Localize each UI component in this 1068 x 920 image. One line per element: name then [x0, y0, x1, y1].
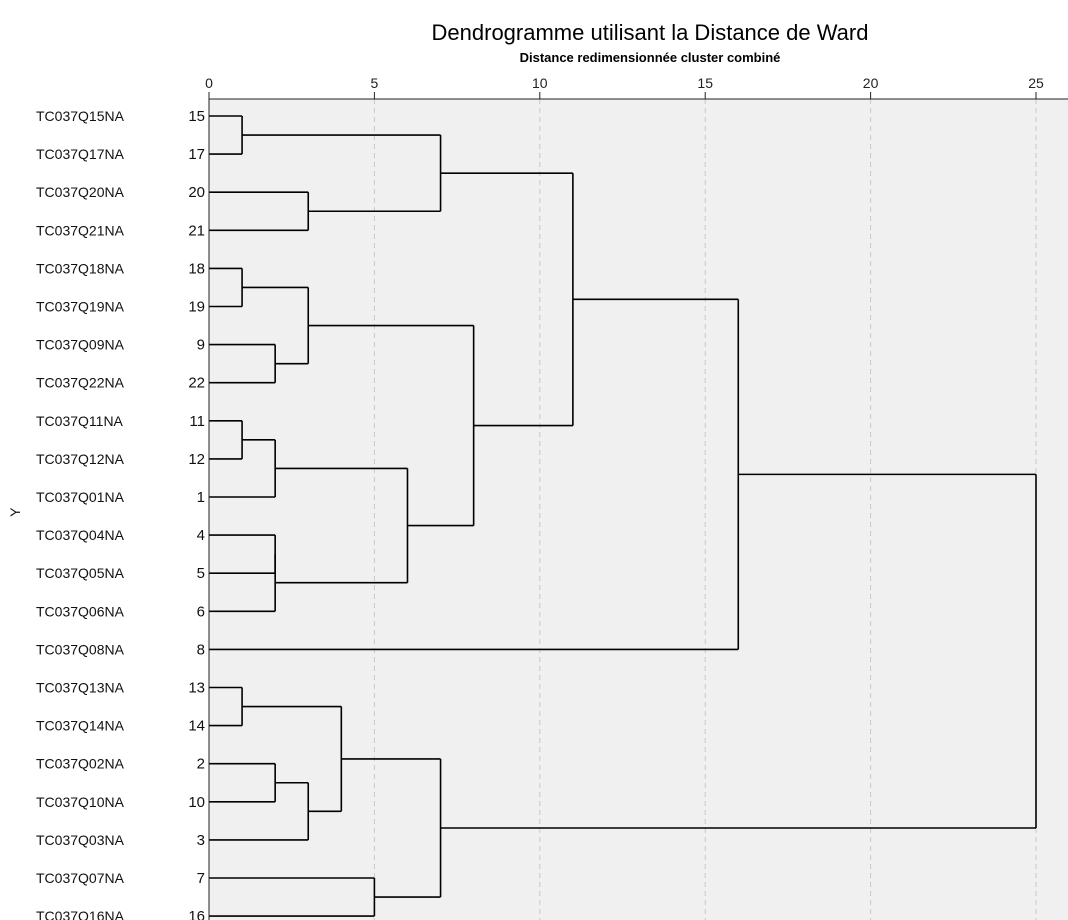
leaf-label: TC037Q14NA: [36, 718, 125, 734]
leaf-label: TC037Q19NA: [36, 299, 125, 315]
leaf-case-number: 3: [197, 832, 205, 849]
leaf-label: TC037Q22NA: [36, 375, 125, 391]
leaf-label: TC037Q05NA: [36, 565, 125, 581]
plot-area: [209, 99, 1068, 920]
leaf-label: TC037Q09NA: [36, 337, 125, 353]
x-axis: 0 5 10 15 20 25: [205, 75, 1068, 920]
x-tick-label: 5: [371, 75, 379, 91]
leaf-label: TC037Q11NA: [36, 413, 124, 429]
leaf-case-number: 2: [197, 756, 205, 773]
leaf-label: TC037Q15NA: [36, 108, 125, 124]
leaf-case-number: 20: [188, 184, 205, 201]
leaf-label: TC037Q16NA: [36, 908, 125, 920]
leaf-label: TC037Q07NA: [36, 870, 125, 886]
chart-title: Dendrogramme utilisant la Distance de Wa…: [432, 20, 869, 45]
chart-subtitle: Distance redimensionnée cluster combiné: [520, 50, 781, 65]
x-tick-label: 20: [863, 75, 879, 91]
leaf-case-number: 1: [197, 489, 205, 506]
x-tick-label: 10: [532, 75, 548, 91]
leaf-label: TC037Q20NA: [36, 184, 125, 200]
leaf-case-number: 14: [188, 718, 205, 735]
leaf-case-number: 16: [188, 908, 205, 920]
leaf-case-number: 10: [188, 794, 205, 811]
leaf-case-number: 5: [197, 565, 205, 582]
leaf-label: TC037Q08NA: [36, 641, 125, 657]
dendrogram-tree: [209, 115, 1037, 917]
leaf-case-number: 11: [189, 413, 205, 430]
leaf-case-number: 8: [197, 641, 205, 658]
leaf-label: TC037Q17NA: [36, 146, 125, 162]
leaf-case-number: 17: [188, 146, 205, 163]
leaf-case-number: 12: [188, 451, 205, 468]
x-tick-label: 0: [205, 75, 213, 91]
leaf-label: TC037Q21NA: [36, 222, 125, 238]
leaf-case-number: 13: [188, 680, 205, 697]
leaf-label: TC037Q10NA: [36, 794, 125, 810]
leaf-label: TC037Q18NA: [36, 260, 125, 276]
leaf-case-number: 7: [197, 870, 205, 887]
y-axis-label: Y: [7, 507, 23, 517]
leaf-case-number: 18: [188, 260, 205, 277]
leaf-case-number: 21: [188, 222, 205, 239]
leaf-case-number: 9: [197, 337, 205, 354]
x-tick-label: 15: [697, 75, 713, 91]
leaf-label: TC037Q02NA: [36, 756, 125, 772]
leaf-label: TC037Q13NA: [36, 680, 125, 696]
leaf-case-number: 15: [188, 108, 205, 125]
leaf-label: TC037Q04NA: [36, 527, 125, 543]
leaf-label: TC037Q03NA: [36, 832, 125, 848]
leaf-case-number: 19: [188, 299, 205, 316]
leaf-case-number: 4: [197, 527, 205, 544]
leaf-case-number: 6: [197, 603, 205, 620]
x-tick-label: 25: [1028, 75, 1044, 91]
leaf-label: TC037Q06NA: [36, 603, 125, 619]
leaf-case-number: 22: [188, 375, 205, 392]
leaf-label: TC037Q01NA: [36, 489, 125, 505]
leaf-label: TC037Q12NA: [36, 451, 125, 467]
